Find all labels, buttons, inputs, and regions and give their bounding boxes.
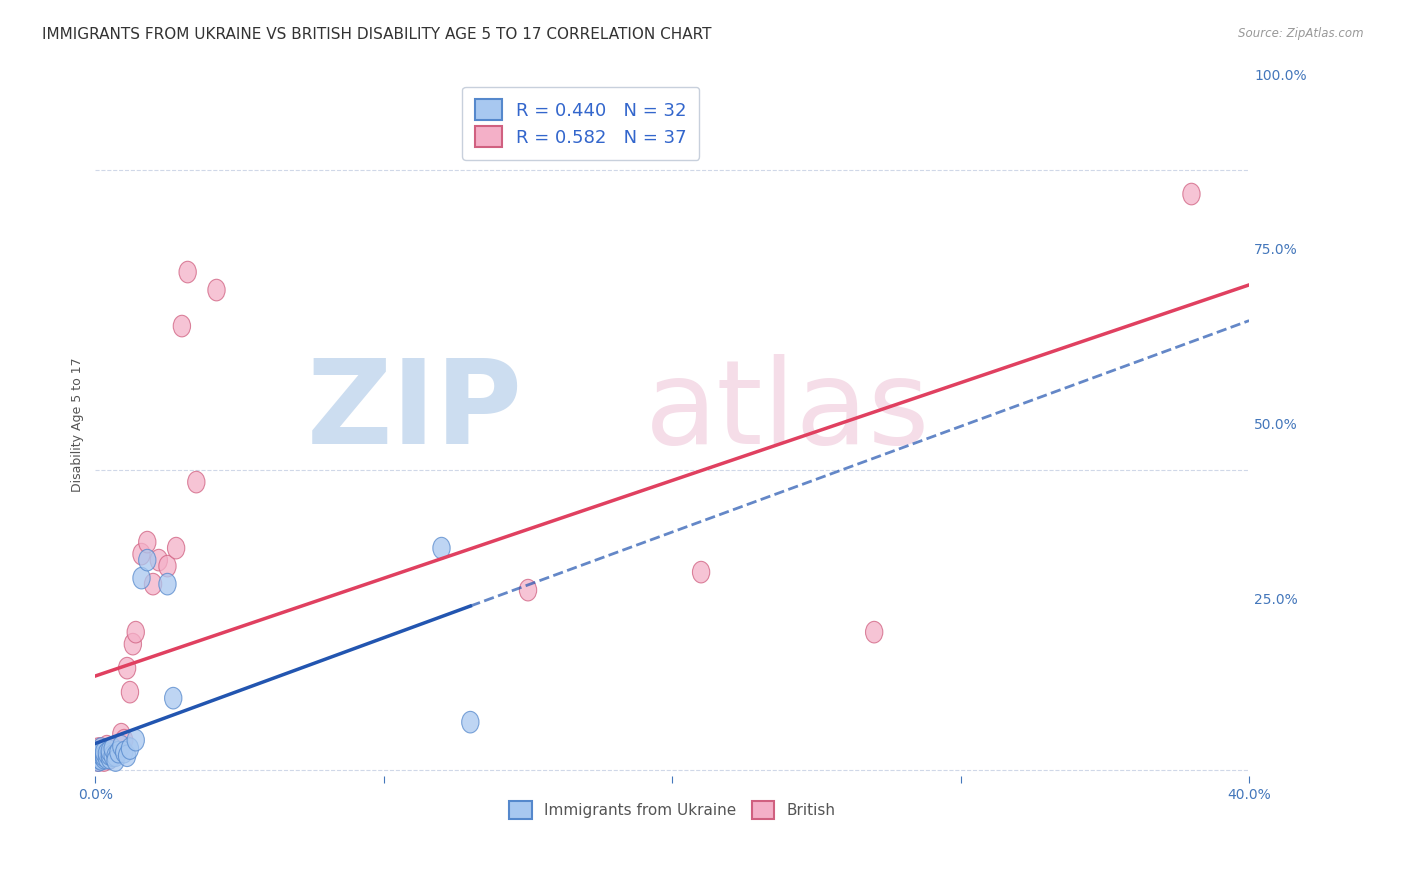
Text: atlas: atlas [645, 353, 931, 468]
Ellipse shape [93, 744, 110, 765]
Text: Source: ZipAtlas.com: Source: ZipAtlas.com [1239, 27, 1364, 40]
Ellipse shape [90, 750, 107, 772]
Ellipse shape [96, 741, 112, 763]
Ellipse shape [150, 549, 167, 571]
Ellipse shape [93, 738, 110, 759]
Ellipse shape [132, 543, 150, 565]
Ellipse shape [98, 742, 115, 764]
Ellipse shape [107, 741, 124, 763]
Ellipse shape [139, 549, 156, 571]
Ellipse shape [90, 738, 107, 759]
Ellipse shape [96, 747, 112, 769]
Ellipse shape [101, 747, 118, 769]
Text: ZIP: ZIP [307, 353, 522, 468]
Ellipse shape [208, 279, 225, 301]
Ellipse shape [101, 747, 118, 769]
Ellipse shape [115, 730, 132, 751]
Ellipse shape [101, 740, 118, 762]
Ellipse shape [159, 574, 176, 595]
Ellipse shape [112, 735, 129, 757]
Ellipse shape [107, 750, 124, 772]
Ellipse shape [145, 574, 162, 595]
Ellipse shape [96, 745, 112, 766]
Ellipse shape [1182, 183, 1201, 205]
Ellipse shape [159, 556, 176, 577]
Ellipse shape [433, 537, 450, 559]
Ellipse shape [98, 747, 115, 769]
Ellipse shape [98, 735, 115, 757]
Ellipse shape [132, 567, 150, 589]
Ellipse shape [124, 633, 142, 655]
Ellipse shape [167, 537, 184, 559]
Ellipse shape [104, 738, 121, 759]
Ellipse shape [127, 730, 145, 751]
Ellipse shape [692, 561, 710, 583]
Ellipse shape [90, 741, 107, 763]
Ellipse shape [96, 741, 112, 763]
Ellipse shape [187, 471, 205, 493]
Ellipse shape [127, 622, 145, 643]
Y-axis label: Disability Age 5 to 17: Disability Age 5 to 17 [72, 358, 84, 492]
Ellipse shape [519, 579, 537, 601]
Ellipse shape [110, 741, 127, 763]
Ellipse shape [104, 745, 121, 766]
Ellipse shape [90, 745, 107, 766]
Ellipse shape [93, 744, 110, 765]
Ellipse shape [110, 735, 127, 757]
Ellipse shape [112, 723, 129, 745]
Ellipse shape [89, 747, 105, 769]
Ellipse shape [89, 747, 105, 769]
Ellipse shape [461, 711, 479, 733]
Ellipse shape [866, 622, 883, 643]
Ellipse shape [118, 745, 136, 766]
Ellipse shape [115, 741, 132, 763]
Ellipse shape [96, 750, 112, 772]
Ellipse shape [121, 681, 139, 703]
Legend: Immigrants from Ukraine, British: Immigrants from Ukraine, British [503, 795, 842, 825]
Ellipse shape [93, 748, 110, 770]
Ellipse shape [165, 688, 181, 709]
Ellipse shape [173, 315, 191, 337]
Text: IMMIGRANTS FROM UKRAINE VS BRITISH DISABILITY AGE 5 TO 17 CORRELATION CHART: IMMIGRANTS FROM UKRAINE VS BRITISH DISAB… [42, 27, 711, 42]
Ellipse shape [104, 738, 121, 759]
Ellipse shape [118, 657, 136, 679]
Ellipse shape [179, 261, 197, 283]
Ellipse shape [101, 740, 118, 762]
Ellipse shape [98, 745, 115, 766]
Ellipse shape [93, 738, 110, 759]
Ellipse shape [90, 745, 107, 766]
Ellipse shape [121, 738, 139, 759]
Ellipse shape [91, 747, 108, 769]
Ellipse shape [139, 532, 156, 553]
Ellipse shape [107, 745, 124, 766]
Ellipse shape [90, 750, 107, 772]
Ellipse shape [101, 744, 118, 765]
Ellipse shape [93, 747, 110, 769]
Ellipse shape [104, 745, 121, 766]
